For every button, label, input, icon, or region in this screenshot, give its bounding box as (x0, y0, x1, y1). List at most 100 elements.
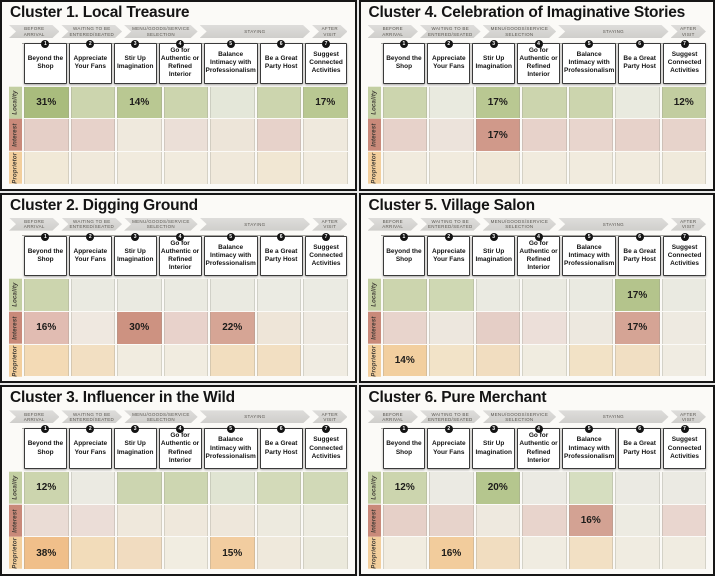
step-header: 7 Suggest Connected Activities (663, 232, 706, 277)
step-number-badge: 5 (585, 40, 594, 48)
heatmap-cell (210, 151, 255, 184)
heatmap-cell (210, 471, 255, 504)
step-header: 3 Stir Up Imagination (472, 425, 516, 469)
step-number-badge: 7 (322, 425, 331, 434)
step-label: Appreciate Your Fans (73, 440, 108, 456)
heatmap-cell (382, 86, 427, 119)
phase-arrow: STAYING (558, 25, 668, 38)
phase-label: STAYING (244, 221, 266, 227)
cluster-title: Cluster 3. Influencer in the Wild (10, 389, 235, 407)
row-label-interest: Interest (9, 311, 22, 344)
step-header: 2 Appreciate Your Fans (68, 425, 112, 469)
heatmap-cell: 22% (210, 311, 255, 344)
heatmap-cell (256, 151, 301, 184)
heatmap-cell (568, 344, 613, 377)
step-header: 1 Beyond the Shop (382, 232, 426, 277)
heatmap-cell (615, 471, 660, 504)
step-number-badge: 1 (399, 425, 408, 434)
heatmap-cell (475, 504, 520, 537)
heatmap-cell (429, 86, 474, 119)
phase-arrow: BEFORE ARRIVAL (9, 25, 59, 38)
step-header: 7 Suggest Connected Activities (304, 425, 348, 469)
heatmap-cell (429, 119, 474, 151)
phase-label: AFTER VISIT (321, 411, 338, 422)
heatmap-cell: 17% (615, 311, 660, 344)
phase-label: BEFORE ARRIVAL (23, 411, 45, 422)
heatmap-cell (382, 279, 427, 311)
step-header: 2 Appreciate Your Fans (427, 232, 471, 277)
heatmap-cell (568, 537, 613, 569)
step-number-badge: 1 (399, 40, 408, 48)
phase-arrow: MENU/GOODS/SERVICE SELECTION (483, 410, 557, 423)
cluster-panel: Cluster 6. Pure Merchant BEFORE ARRIVAL WA… (358, 385, 715, 576)
heatmap-cell (522, 471, 567, 504)
journey-phase-bar: BEFORE ARRIVAL WAITING TO BE ENTERED/SEAT… (368, 25, 707, 38)
cluster-panel: Cluster 3. Influencer in the Wild BEFORE … (0, 385, 357, 576)
heatmap-cell (382, 537, 427, 569)
row-label-locality: Locality (9, 279, 22, 311)
phase-label: MENU/GOODS/SERVICE SELECTION (132, 218, 190, 230)
heatmap-cell (256, 279, 301, 311)
phase-label: WAITING TO BE ENTERED/SEATED (69, 411, 115, 422)
step-label: Be a Great Party Host (264, 55, 298, 71)
journey-steps-row: 1 Beyond the Shop 2 Appreciate Your Fans 3 St… (368, 40, 707, 84)
phase-label: BEFORE ARRIVAL (382, 26, 404, 37)
heatmap-cell (382, 119, 427, 151)
phase-label: STAYING (602, 28, 624, 34)
heatmap-cell (303, 311, 348, 344)
step-header: 3 Stir Up Imagination (113, 232, 157, 277)
heatmap-cell (210, 86, 255, 119)
step-number-badge: 4 (176, 40, 185, 48)
step-header: 1 Beyond the Shop (24, 425, 67, 469)
step-number-badge: 7 (680, 425, 689, 434)
heatmap-cell (429, 279, 474, 311)
step-label: Go for Authentic or Refined Interior (160, 432, 200, 464)
phase-arrow: AFTER VISIT (312, 25, 347, 38)
step-label: Beyond the Shop (386, 440, 422, 456)
step-label: Balance Intimacy with Professionalism (205, 436, 256, 460)
heatmap-cell (70, 119, 115, 151)
heatmap-cell: 14% (117, 86, 162, 119)
heatmap-grid: Locality 31% 14% 17% Interest Proprietor (9, 86, 348, 184)
journey-steps-row: 1 Beyond the Shop 2 Appreciate Your Fans 3 St… (9, 425, 348, 469)
heatmap-grid: Locality 17% Interest 17% Proprietor 14% (367, 279, 706, 377)
heatmap-cell (568, 279, 613, 311)
phase-label: MENU/GOODS/SERVICE SELECTION (132, 26, 190, 37)
phase-arrow: WAITING TO BE ENTERED/SEATED (420, 410, 481, 423)
heatmap-cell (210, 344, 255, 377)
step-header: 4 Go for Authentic or Refined Interior (158, 425, 202, 469)
row-label-interest: Interest (9, 119, 22, 151)
colheads-spacer (368, 236, 381, 277)
heatmap-cell (475, 279, 520, 311)
phase-arrow: BEFORE ARRIVAL (9, 410, 59, 423)
phase-arrow: AFTER VISIT (671, 25, 706, 38)
heatmap-cell (303, 151, 348, 184)
step-label: Suggest Connected Activities (309, 436, 343, 460)
step-label: Go for Authentic or Refined Interior (519, 47, 558, 79)
phase-label: BEFORE ARRIVAL (23, 218, 45, 230)
phase-label: STAYING (244, 414, 266, 420)
phase-arrow: MENU/GOODS/SERVICE SELECTION (483, 25, 557, 38)
step-label: Be a Great Party Host (264, 440, 298, 456)
heatmap-cell (256, 537, 301, 569)
step-label: Suggest Connected Activities (667, 243, 702, 267)
phase-arrow: BEFORE ARRIVAL (9, 218, 59, 231)
heatmap-cell (661, 119, 706, 151)
heatmap-cell (661, 504, 706, 537)
journey-phase-bar: BEFORE ARRIVAL WAITING TO BE ENTERED/SEAT… (368, 410, 707, 423)
phase-arrow: AFTER VISIT (671, 410, 706, 423)
heatmap-cell (522, 311, 567, 344)
heatmap-cell (163, 344, 208, 377)
step-label: Stir Up Imagination (475, 440, 512, 456)
phase-arrow: AFTER VISIT (312, 218, 347, 231)
heatmap-cell (24, 151, 69, 184)
step-label: Suggest Connected Activities (309, 243, 343, 267)
heatmap-cell (70, 151, 115, 184)
step-header: 7 Suggest Connected Activities (304, 40, 348, 84)
heatmap-cell: 16% (568, 504, 613, 537)
heatmap-cell (522, 151, 567, 184)
step-number-badge: 6 (635, 40, 644, 48)
heatmap-cell (615, 504, 660, 537)
step-number-badge: 5 (226, 40, 235, 48)
heatmap-cell (429, 151, 474, 184)
